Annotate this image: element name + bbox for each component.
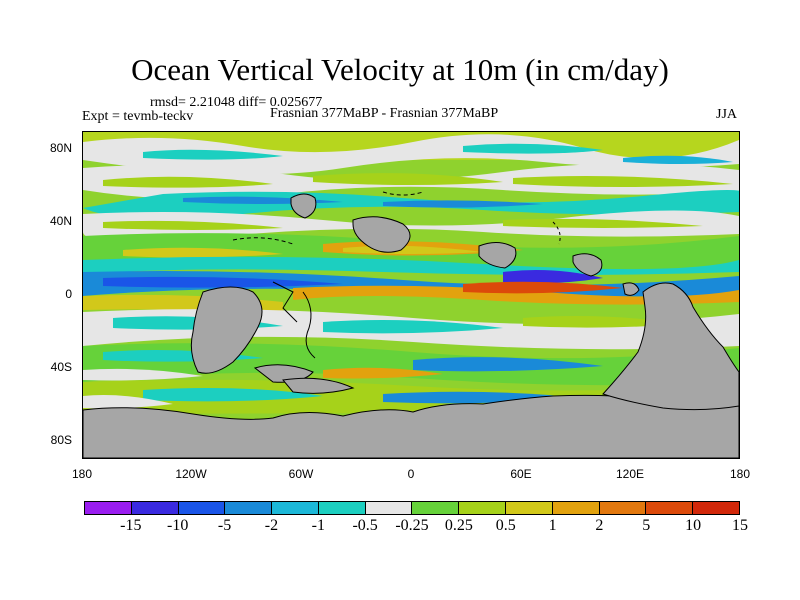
colorbar-box bbox=[178, 502, 226, 514]
season-label: JJA bbox=[716, 107, 738, 122]
lon-label-180w: 180 bbox=[71, 467, 93, 481]
colorbar-box bbox=[599, 502, 647, 514]
lon-label-0: 0 bbox=[407, 467, 415, 481]
colorbar-label: -0.5 bbox=[352, 517, 378, 534]
lon-label-180e: 180 bbox=[729, 467, 751, 481]
colorbar-box bbox=[85, 502, 132, 514]
lon-label-60w: 60W bbox=[288, 467, 314, 481]
colorbar-label: -15 bbox=[120, 517, 142, 534]
lat-label-0: 0 bbox=[65, 287, 72, 301]
lon-label-120e: 120E bbox=[615, 467, 645, 481]
colorbar-label: 0.5 bbox=[495, 517, 516, 534]
lon-label-60e: 60E bbox=[510, 467, 532, 481]
colorbar-label: -10 bbox=[167, 517, 189, 534]
colorbar-label: -2 bbox=[264, 517, 279, 534]
lat-label-80s: 80S bbox=[50, 433, 72, 447]
colorbar-box bbox=[272, 502, 319, 514]
colorbar-label: -5 bbox=[217, 517, 232, 534]
colorbar-label: 1 bbox=[548, 517, 557, 534]
colorbar-box bbox=[412, 502, 460, 514]
colorbar-box bbox=[365, 502, 413, 514]
lat-label-40n: 40N bbox=[49, 214, 72, 228]
colorbar-box bbox=[225, 502, 273, 514]
colorbar-box bbox=[693, 502, 739, 514]
comparison-label: Frasnian 377MaBP - Frasnian 377MaBP bbox=[270, 106, 499, 121]
lon-label-120w: 120W bbox=[175, 467, 207, 481]
colorbar bbox=[84, 501, 740, 515]
colorbar-box bbox=[646, 502, 694, 514]
lat-label-40s: 40S bbox=[50, 360, 72, 374]
colorbar-box bbox=[318, 502, 366, 514]
colorbar-label: 0.25 bbox=[444, 517, 473, 534]
map-svg bbox=[83, 132, 739, 458]
colorbar-label: -1 bbox=[311, 517, 325, 534]
colorbar-label: 2 bbox=[595, 517, 604, 534]
colorbar-box bbox=[459, 502, 507, 514]
colorbar-box bbox=[506, 502, 553, 514]
plot-title: Ocean Vertical Velocity at 10m (in cm/da… bbox=[131, 52, 669, 87]
colorbar-label: 5 bbox=[642, 517, 651, 534]
colorbar-box bbox=[552, 502, 600, 514]
map-panel bbox=[82, 131, 740, 459]
stats-text: rmsd= 2.21048 diff= 0.025677 bbox=[150, 95, 323, 110]
colorbar-label: 15 bbox=[732, 517, 748, 534]
colorbar-label: -0.25 bbox=[395, 517, 429, 534]
lat-label-80n: 80N bbox=[49, 141, 72, 155]
experiment-label: Expt = tevmb-teckv bbox=[82, 109, 194, 124]
colorbar-label: 10 bbox=[685, 517, 702, 534]
colorbar-box bbox=[131, 502, 179, 514]
